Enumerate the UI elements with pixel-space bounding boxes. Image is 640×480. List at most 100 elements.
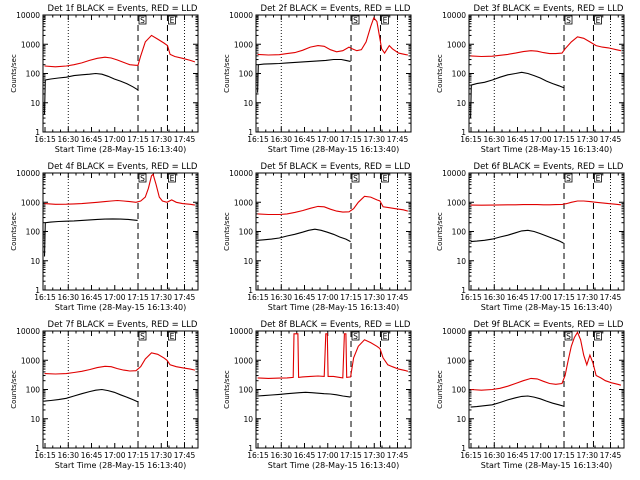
y-axis-label: Counts/sec (223, 212, 231, 251)
events-rate-line (43, 218, 138, 257)
x-tick-label: 17:45 (600, 293, 622, 302)
x-tick-label: 17:45 (600, 451, 622, 460)
x-tick-label: 17:45 (174, 293, 196, 302)
x-tick-label: 16:30 (483, 135, 505, 144)
x-axis-label: Start Time (28-May-15 16:13:40) (55, 303, 186, 312)
panel-title: Det 7f BLACK = Events, RED = LLD (48, 320, 198, 330)
y-axis-label: Counts/sec (10, 54, 18, 93)
x-tick-label: 16:15 (247, 135, 269, 144)
x-axis-label: Start Time (28-May-15 16:13:40) (268, 145, 399, 154)
panel-det-8f: Det 8f BLACK = Events, RED = LLD 1 10 100 10… (223, 320, 412, 470)
x-tick-label: 17:30 (363, 135, 385, 144)
lld-rate-line (44, 34, 196, 68)
y-tick-label: 10 (243, 415, 253, 424)
y-tick-label: 1 (461, 286, 466, 295)
y-tick-label: 1 (248, 444, 253, 453)
plot-frame (255, 172, 412, 291)
y-tick-label: 10000 (229, 327, 253, 336)
x-tick-label: 16:15 (460, 451, 482, 460)
x-axis-label: Start Time (28-May-15 16:13:40) (481, 145, 612, 154)
events-rate-line (257, 228, 351, 243)
panel-title: Det 5f BLACK = Events, RED = LLD (261, 162, 411, 172)
y-axis-label: Counts/sec (436, 370, 444, 409)
marker-label: E (596, 174, 601, 183)
x-tick-label: 16:45 (507, 451, 529, 460)
panel-det-3f: Det 3f BLACK = Events, RED = LLD 1 10 100 10… (436, 4, 625, 154)
x-tick-label: 16:45 (294, 135, 316, 144)
marker-label-box (351, 331, 360, 341)
x-tick-label: 16:15 (247, 451, 269, 460)
marker-label-box (351, 15, 360, 25)
x-tick-label: 17:00 (104, 135, 126, 144)
events-rate-line (257, 391, 351, 398)
y-tick-label: 10 (456, 415, 466, 424)
x-tick-label: 17:15 (340, 451, 362, 460)
panel-det-4f: Det 4f BLACK = Events, RED = LLD 1 10 100 10… (10, 162, 199, 312)
x-tick-label: 17:45 (387, 451, 409, 460)
marker-label: E (383, 174, 388, 183)
marker-label-box (168, 331, 176, 341)
y-tick-label: 1000 (21, 198, 40, 207)
marker-label: S (566, 16, 571, 25)
y-tick-label: 10000 (16, 327, 40, 336)
y-tick-label: 100 (239, 386, 254, 395)
marker-label-box (564, 331, 573, 341)
marker-label-box (564, 173, 573, 183)
plot-frame (42, 14, 199, 133)
marker-label-box (594, 173, 602, 183)
x-tick-label: 16:45 (294, 451, 316, 460)
y-axis-label: Counts/sec (10, 212, 18, 251)
y-tick-label: 1000 (234, 356, 253, 365)
lld-rate-line (470, 331, 622, 391)
y-tick-label: 1000 (21, 356, 40, 365)
x-tick-label: 16:15 (460, 293, 482, 302)
y-tick-label: 1 (35, 286, 40, 295)
x-tick-label: 16:30 (270, 135, 292, 144)
x-tick-label: 16:15 (460, 135, 482, 144)
x-tick-label: 17:30 (150, 293, 172, 302)
marker-label-box (594, 15, 602, 25)
x-tick-label: 17:30 (576, 135, 598, 144)
x-tick-label: 17:30 (363, 451, 385, 460)
x-axis-label: Start Time (28-May-15 16:13:40) (268, 303, 399, 312)
x-tick-label: 16:45 (507, 135, 529, 144)
y-axis-label: Counts/sec (223, 54, 231, 93)
y-tick-label: 100 (26, 228, 41, 237)
y-tick-label: 10 (243, 257, 253, 266)
x-tick-label: 17:00 (530, 451, 552, 460)
marker-label-box (381, 173, 389, 183)
panel-title: Det 4f BLACK = Events, RED = LLD (48, 162, 198, 172)
y-tick-label: 10000 (229, 169, 253, 178)
y-tick-label: 1000 (447, 40, 466, 49)
x-tick-label: 17:15 (127, 293, 149, 302)
y-tick-label: 10 (456, 99, 466, 108)
y-tick-label: 10000 (229, 11, 253, 20)
x-tick-label: 16:15 (247, 293, 269, 302)
panel-det-7f: Det 7f BLACK = Events, RED = LLD 1 10 100 10… (10, 320, 199, 470)
marker-label: S (566, 174, 571, 183)
plot-frame (468, 14, 625, 133)
y-tick-label: 100 (26, 70, 41, 79)
x-tick-label: 17:45 (387, 135, 409, 144)
y-tick-label: 10000 (16, 169, 40, 178)
lld-rate-line (257, 16, 409, 56)
panel-title: Det 6f BLACK = Events, RED = LLD (474, 162, 624, 172)
y-tick-label: 10 (30, 257, 40, 266)
y-tick-label: 100 (452, 70, 467, 79)
y-tick-label: 10 (30, 99, 40, 108)
y-axis-label: Counts/sec (10, 370, 18, 409)
plot-frame (468, 172, 625, 291)
y-tick-label: 10 (30, 415, 40, 424)
x-tick-label: 16:30 (57, 135, 79, 144)
y-tick-label: 100 (239, 70, 254, 79)
x-tick-label: 17:45 (174, 451, 196, 460)
y-tick-label: 1000 (21, 40, 40, 49)
marker-label-box (138, 331, 147, 341)
marker-label-box (381, 331, 389, 341)
panel-title: Det 8f BLACK = Events, RED = LLD (261, 320, 411, 330)
y-tick-label: 1000 (234, 40, 253, 49)
x-tick-label: 17:00 (317, 451, 339, 460)
panel-title: Det 2f BLACK = Events, RED = LLD (261, 4, 411, 14)
x-axis-label: Start Time (28-May-15 16:13:40) (55, 145, 186, 154)
